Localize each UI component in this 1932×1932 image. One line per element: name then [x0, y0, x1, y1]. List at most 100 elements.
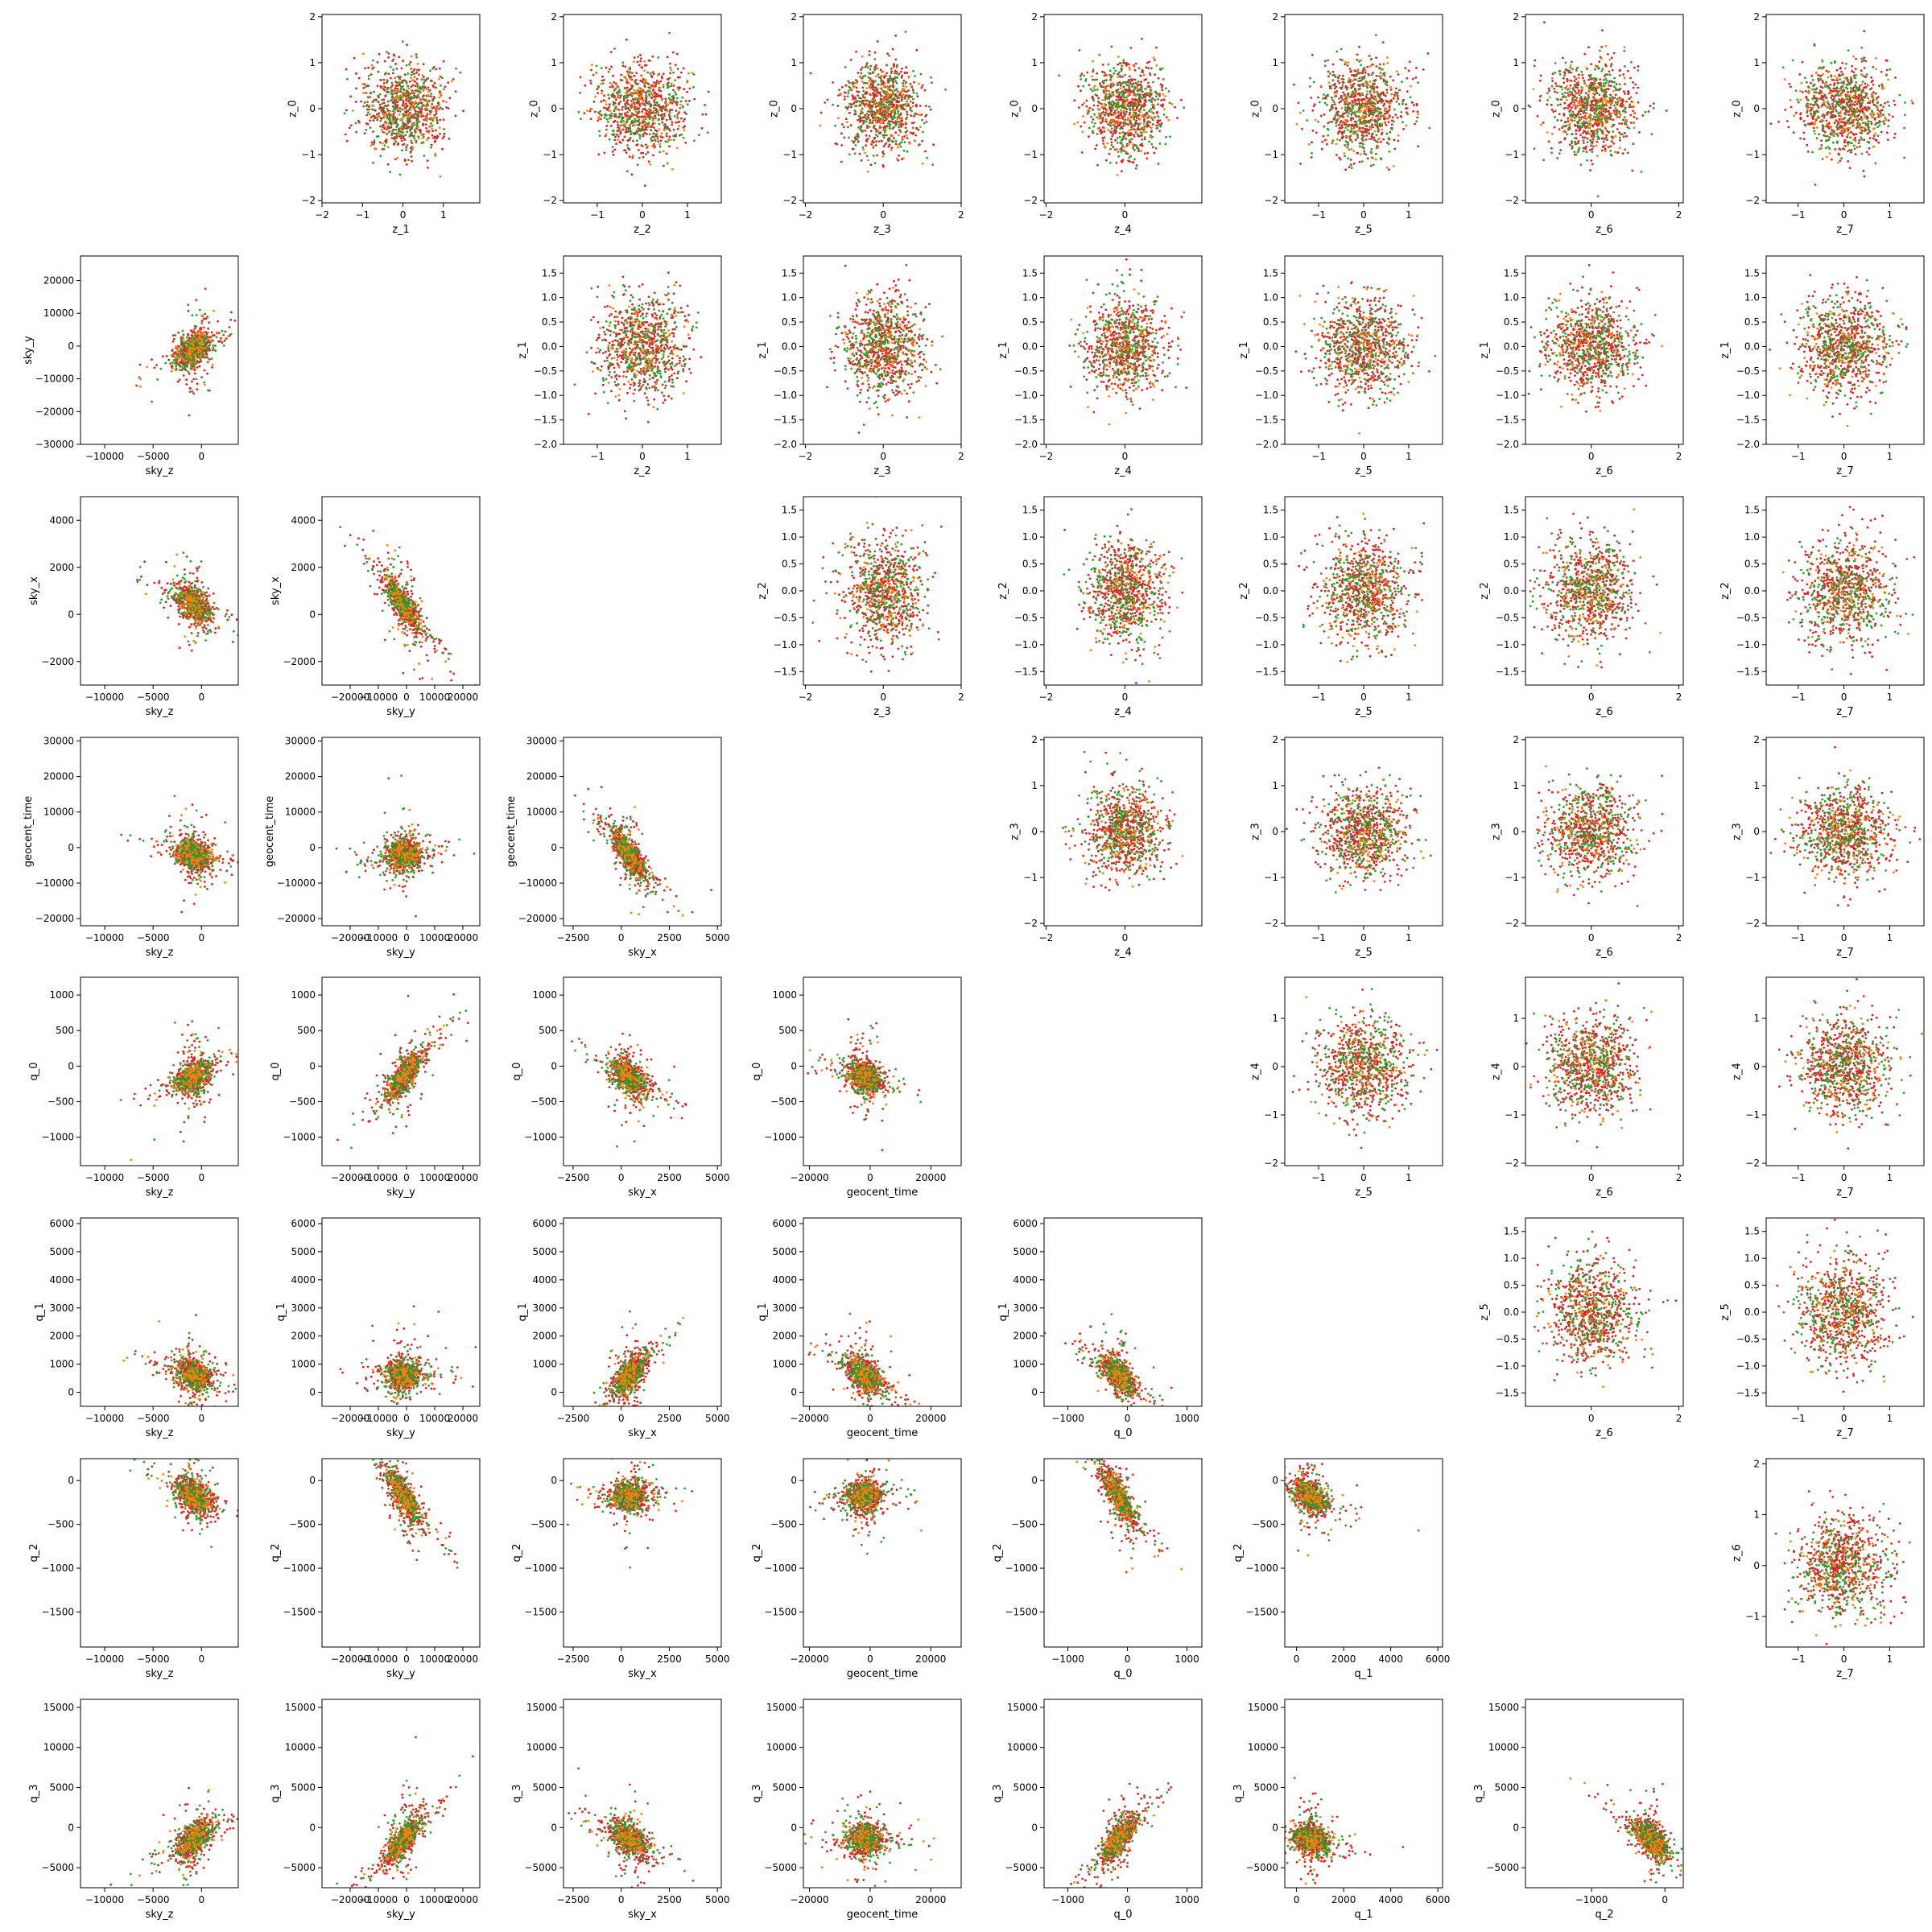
scatter-point	[228, 326, 231, 328]
scatter-point	[192, 868, 195, 871]
scatter-point	[182, 358, 185, 361]
scatter-point	[409, 866, 412, 869]
scatter-point	[204, 862, 208, 865]
scatter-point	[415, 634, 418, 638]
scatter-point	[199, 623, 202, 626]
scatter-point	[204, 833, 207, 836]
scatter-point	[140, 575, 142, 578]
scatter-point	[180, 356, 183, 359]
scatter-point	[394, 834, 397, 837]
scatter-point	[242, 872, 245, 874]
scatter-point	[415, 858, 419, 861]
scatter-point	[244, 287, 246, 289]
scatter-point	[366, 860, 369, 863]
scatter-point	[417, 832, 420, 836]
scatter-point	[164, 839, 167, 841]
scatter-point	[397, 628, 399, 630]
scatter-point	[184, 585, 186, 588]
scatter-point	[419, 622, 422, 625]
scatter-point	[182, 333, 185, 336]
scatter-point	[187, 339, 190, 341]
scatter-point	[600, 786, 603, 789]
scatter-point	[229, 865, 233, 868]
scatter-point	[171, 334, 175, 337]
scatter-point	[399, 598, 402, 601]
scatter-point	[195, 594, 198, 597]
scatter-point	[200, 840, 203, 844]
scatter-point	[197, 865, 200, 867]
scatter-point	[402, 840, 406, 843]
scatter-point	[444, 648, 448, 651]
scatter-point	[605, 823, 607, 826]
point-cloud	[339, 526, 477, 685]
scatter-point	[184, 807, 188, 811]
scatter-point	[438, 642, 441, 645]
scatter-point	[212, 346, 215, 349]
scatter-point	[398, 844, 400, 847]
scatter-point	[635, 822, 638, 824]
scatter-point	[370, 864, 374, 866]
scatter-point	[204, 356, 206, 359]
scatter-point	[172, 359, 175, 361]
scatter-point	[190, 824, 193, 827]
scatter-point	[207, 337, 210, 341]
scatter-point	[388, 585, 390, 588]
scatter-point	[188, 603, 191, 605]
scatter-point	[227, 862, 230, 865]
scatter-point	[196, 606, 199, 609]
scatter-point	[411, 592, 414, 595]
scatter-point	[193, 605, 196, 608]
scatter-point	[231, 641, 234, 643]
scatter-point	[418, 849, 421, 852]
y-tick-label: −2000	[283, 656, 316, 667]
scatter-point	[208, 613, 210, 617]
scatter-point	[633, 825, 636, 828]
scatter-point	[210, 857, 213, 861]
scatter-point	[444, 840, 447, 843]
scatter-point	[206, 349, 209, 352]
scatter-point	[194, 590, 197, 593]
scatter-point	[202, 844, 204, 848]
scatter-point	[191, 331, 194, 334]
scatter-point	[418, 641, 421, 644]
scatter-point	[188, 836, 191, 838]
scatter-point	[599, 816, 602, 819]
scatter-point	[365, 560, 369, 564]
scatter-point	[233, 630, 235, 633]
scatter-point	[597, 820, 601, 824]
scatter-point	[403, 621, 407, 624]
scatter-point	[197, 588, 200, 591]
scatter-point	[411, 605, 415, 608]
scatter-point	[402, 588, 405, 591]
scatter-point	[667, 910, 669, 914]
scatter-point	[201, 350, 204, 353]
scatter-point	[207, 630, 209, 633]
scatter-point	[384, 585, 387, 588]
scatter-point	[400, 560, 402, 564]
scatter-point	[228, 616, 231, 618]
y-tick-label: 2000	[291, 562, 316, 573]
scatter-point	[386, 855, 388, 858]
scatter-point	[192, 877, 196, 879]
scatter-point	[444, 660, 447, 663]
y-axis-label: sky_x	[28, 576, 40, 605]
scatter-point	[211, 339, 214, 342]
scatter-point	[191, 865, 194, 868]
scatter-point	[186, 348, 189, 351]
scatter-point	[169, 855, 172, 858]
scatter-point	[448, 840, 450, 844]
scatter-point	[252, 318, 254, 320]
scatter-point	[426, 833, 429, 836]
scatter-point	[383, 811, 386, 815]
scatter-point	[412, 876, 415, 879]
scatter-point	[187, 833, 190, 836]
scatter-point	[189, 613, 192, 616]
scatter-point	[405, 597, 407, 600]
scatter-point	[204, 287, 207, 291]
scatter-point	[415, 621, 417, 623]
scatter-point	[172, 337, 175, 341]
scatter-point	[226, 609, 229, 612]
scatter-point	[181, 855, 184, 857]
scatter-point	[409, 834, 412, 836]
scatter-point	[404, 626, 407, 629]
